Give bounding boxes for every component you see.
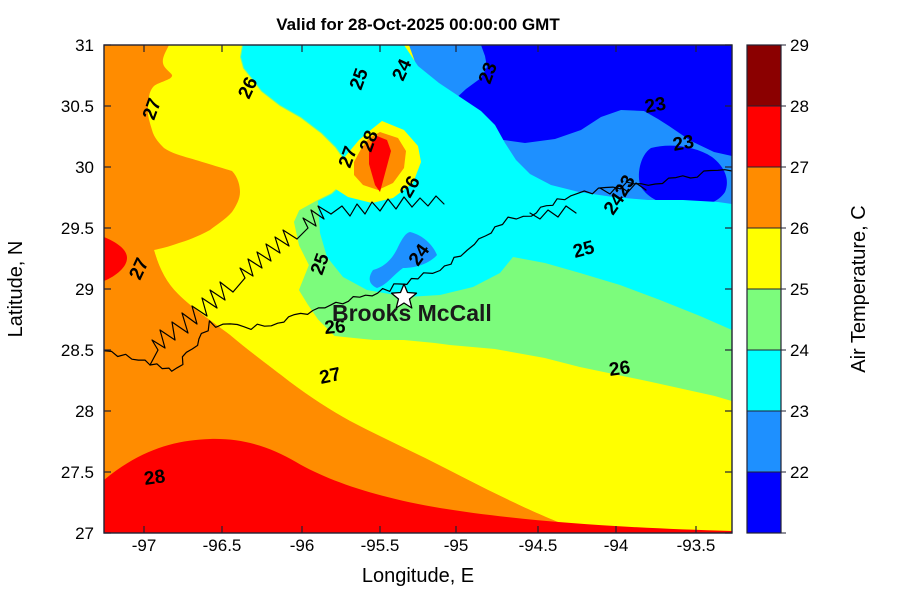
svg-text:23: 23 xyxy=(671,132,695,156)
svg-text:23: 23 xyxy=(643,94,667,118)
svg-text:25: 25 xyxy=(790,280,809,299)
svg-text:26: 26 xyxy=(608,357,632,381)
svg-text:28: 28 xyxy=(790,97,809,116)
svg-text:-94.5: -94.5 xyxy=(519,536,558,555)
svg-text:28.5: 28.5 xyxy=(61,341,94,360)
svg-text:Air Temperature, C: Air Temperature, C xyxy=(848,205,870,372)
svg-text:Latitude, N: Latitude, N xyxy=(5,241,27,338)
svg-text:26: 26 xyxy=(790,219,809,238)
svg-text:-93.5: -93.5 xyxy=(677,536,716,555)
svg-text:29: 29 xyxy=(790,36,809,55)
svg-text:23: 23 xyxy=(790,402,809,421)
svg-text:27.5: 27.5 xyxy=(61,463,94,482)
svg-text:31: 31 xyxy=(75,36,94,55)
svg-text:29.5: 29.5 xyxy=(61,219,94,238)
svg-text:30: 30 xyxy=(75,158,94,177)
svg-text:28: 28 xyxy=(143,466,167,490)
svg-text:27: 27 xyxy=(318,364,343,389)
svg-text:Brooks McCall: Brooks McCall xyxy=(332,300,492,326)
svg-text:28: 28 xyxy=(75,402,94,421)
svg-text:-94: -94 xyxy=(604,536,629,555)
svg-text:-95.5: -95.5 xyxy=(361,536,400,555)
svg-text:29: 29 xyxy=(75,280,94,299)
svg-text:Longitude, E: Longitude, E xyxy=(362,565,474,587)
svg-text:22: 22 xyxy=(790,463,809,482)
svg-text:-96.5: -96.5 xyxy=(203,536,242,555)
svg-text:-95: -95 xyxy=(444,536,469,555)
svg-text:30.5: 30.5 xyxy=(61,97,94,116)
svg-text:27: 27 xyxy=(75,524,94,543)
svg-text:-97: -97 xyxy=(132,536,157,555)
svg-text:Valid for 28-Oct-2025 00:00:00: Valid for 28-Oct-2025 00:00:00 GMT xyxy=(276,15,560,34)
svg-text:27: 27 xyxy=(790,158,809,177)
svg-text:-96: -96 xyxy=(290,536,315,555)
svg-text:24: 24 xyxy=(790,341,809,360)
